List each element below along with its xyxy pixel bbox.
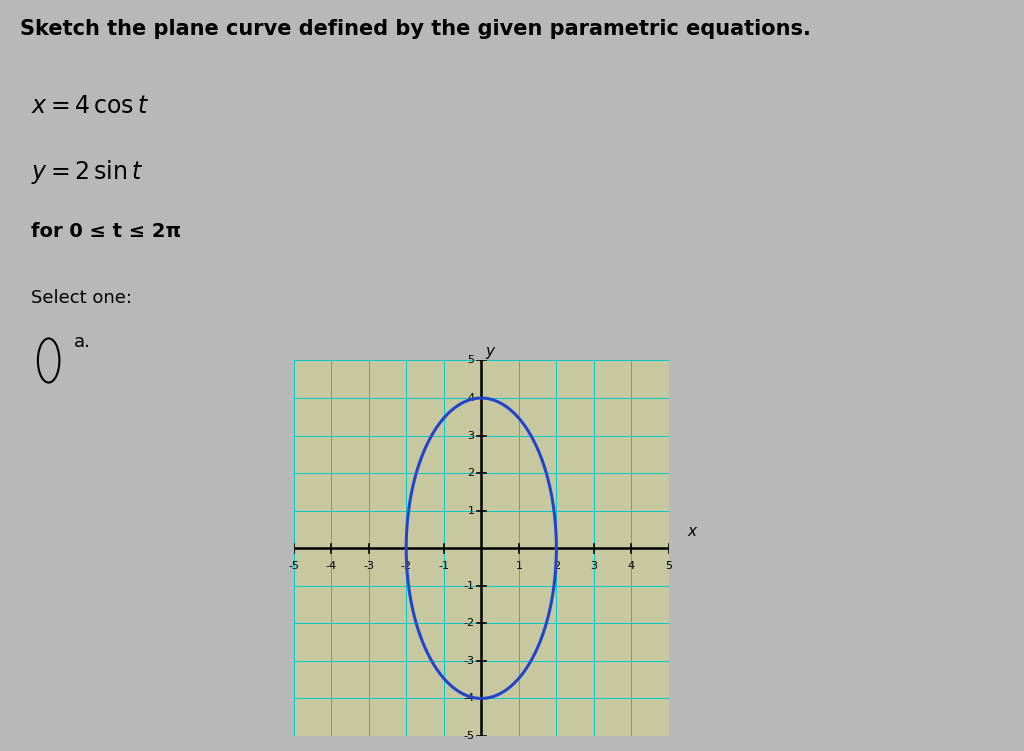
Text: Select one:: Select one: [31,289,132,307]
Text: -2: -2 [464,618,474,629]
Text: -4: -4 [464,693,474,704]
Text: 4: 4 [467,393,474,403]
Text: -2: -2 [400,561,412,572]
Text: 1: 1 [468,505,474,516]
Text: 2: 2 [553,561,560,572]
Text: 1: 1 [515,561,522,572]
Text: -3: -3 [464,656,474,666]
Text: x: x [688,524,696,539]
Text: -1: -1 [438,561,450,572]
Text: Sketch the plane curve defined by the given parametric equations.: Sketch the plane curve defined by the gi… [20,19,811,39]
Text: 3: 3 [468,430,474,441]
Text: 5: 5 [468,355,474,366]
Text: -1: -1 [464,581,474,591]
Text: y: y [485,343,495,358]
Text: 4: 4 [628,561,635,572]
Text: for 0 ≤ t ≤ 2π: for 0 ≤ t ≤ 2π [31,222,180,240]
Text: $y = 2\,\sin t$: $y = 2\,\sin t$ [31,158,142,185]
Text: 5: 5 [666,561,673,572]
Text: -3: -3 [364,561,374,572]
Text: 3: 3 [591,561,597,572]
Text: -5: -5 [464,731,474,741]
Text: -4: -4 [326,561,337,572]
Text: 2: 2 [467,468,474,478]
Text: $x = 4\,\cos t$: $x = 4\,\cos t$ [31,94,148,118]
Text: -5: -5 [288,561,299,572]
Text: a.: a. [74,333,90,351]
